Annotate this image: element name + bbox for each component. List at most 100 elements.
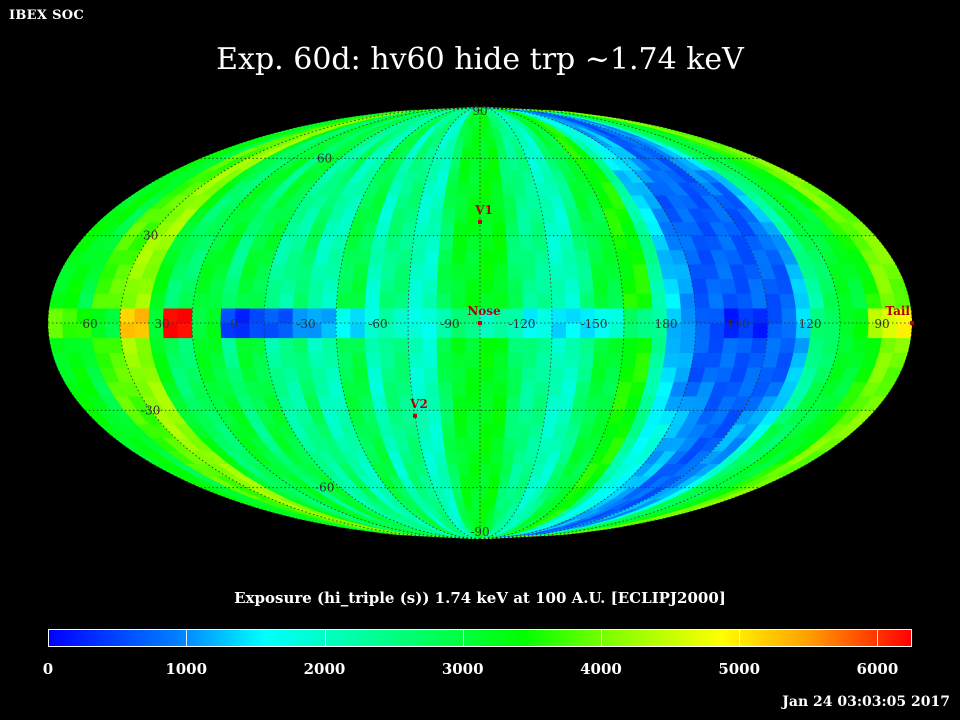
exposure-cell: [466, 221, 481, 236]
exposure-cell: [492, 221, 507, 236]
exposure-cell: [752, 322, 769, 339]
exposure-cell: [533, 249, 550, 265]
exposure-cell: [838, 322, 855, 339]
exposure-cell: [637, 322, 654, 339]
exposure-cell: [407, 322, 423, 339]
exposure-cell: [433, 182, 448, 196]
exposure-cell: [398, 235, 415, 251]
exposure-cell: [436, 337, 452, 353]
exposure-cell: [278, 293, 295, 309]
exposure-cell: [533, 381, 550, 397]
exposure-cell: [354, 381, 372, 397]
exposure-cell: [465, 381, 481, 397]
exposure-cell: [459, 475, 472, 489]
exposure-cell: [380, 263, 398, 280]
exposure-cell: [578, 352, 595, 368]
exposure-cell: [393, 307, 409, 324]
exposure-cell: [520, 381, 536, 397]
exposure-cell: [149, 337, 167, 353]
exposure-cell: [606, 352, 623, 368]
exposure-cell: [536, 278, 552, 294]
exposure-cell: [466, 423, 481, 439]
latitude-label: 60: [317, 151, 332, 165]
exposure-cell: [507, 263, 523, 280]
exposure-cell: [453, 221, 468, 236]
exposure-cell: [105, 322, 122, 339]
exposure-cell: [648, 278, 666, 294]
exposure-cell: [562, 366, 580, 383]
exposure-cell: [893, 337, 912, 353]
colorbar-tick: [186, 629, 188, 647]
exposure-cell: [450, 293, 467, 309]
marker-nose-dot: [478, 321, 482, 325]
exposure-cell: [506, 249, 522, 265]
exposure-cell: [62, 322, 79, 339]
colorbar-tick-label: 5000: [718, 660, 761, 678]
exposure-cell: [623, 322, 639, 339]
exposure-cell: [532, 235, 549, 251]
exposure-cell: [479, 263, 495, 280]
exposure-cell: [479, 475, 491, 489]
exposure-cell: [522, 337, 538, 353]
exposure-cell: [766, 322, 783, 339]
exposure-cell: [338, 263, 356, 280]
exposure-cell: [416, 208, 432, 223]
exposure-cell: [565, 337, 581, 353]
exposure-cell: [396, 381, 413, 397]
exposure-cell: [853, 322, 870, 339]
exposure-cell: [535, 366, 551, 383]
exposure-cell: [479, 146, 490, 159]
exposure-cell: [337, 352, 354, 368]
exposure-cell: [379, 278, 396, 294]
exposure-cell: [422, 278, 439, 294]
colorbar-tick: [601, 629, 602, 647]
exposure-cell: [502, 194, 517, 209]
exposure-cell: [426, 409, 443, 425]
exposure-cell: [479, 437, 493, 452]
exposure-cell: [446, 169, 461, 183]
exposure-cell: [547, 249, 564, 265]
exposure-cell: [479, 366, 495, 383]
exposure-cell: [504, 208, 519, 223]
exposure-cell: [192, 293, 210, 309]
exposure-cell: [350, 337, 367, 353]
exposure-cell: [722, 293, 739, 309]
colorbar-tick: [462, 629, 464, 647]
exposure-cell: [251, 278, 269, 294]
exposure-cell: [506, 381, 522, 397]
exposure-cell: [366, 366, 384, 383]
equator-label: 150: [727, 317, 750, 331]
exposure-cell: [593, 337, 610, 353]
exposure-cell: [492, 235, 508, 251]
latitude-label: -60: [315, 481, 334, 495]
exposure-cell: [479, 322, 495, 339]
exposure-cell: [91, 293, 110, 309]
brand-label: IBEX SOC: [9, 8, 85, 23]
exposure-cell: [620, 278, 638, 294]
exposure-cell: [409, 366, 425, 383]
exposure-cell: [479, 423, 494, 439]
exposure-cell: [520, 249, 536, 265]
exposure-cell: [493, 381, 509, 397]
marker-v2-dot: [413, 413, 417, 418]
exposure-cell: [494, 322, 510, 339]
exposure-cell: [466, 395, 481, 411]
exposure-cell: [450, 337, 467, 353]
exposure-cell: [436, 278, 453, 294]
exposure-cell: [451, 381, 467, 397]
exposure-cell: [793, 293, 811, 309]
exposure-cell: [508, 337, 524, 353]
exposure-cell: [351, 278, 368, 294]
exposure-cell: [490, 450, 504, 465]
exposure-cell: [648, 352, 666, 368]
exposure-cell: [709, 307, 726, 324]
exposure-cell: [365, 352, 382, 368]
equator-label: -150: [581, 317, 608, 331]
exposure-cell: [623, 307, 639, 324]
exposure-cell: [278, 337, 295, 353]
exposure-cell: [504, 423, 519, 439]
exposure-cell: [896, 322, 912, 339]
exposure-cell: [680, 322, 697, 339]
exposure-cell: [292, 337, 310, 353]
exposure-cell: [278, 322, 294, 339]
